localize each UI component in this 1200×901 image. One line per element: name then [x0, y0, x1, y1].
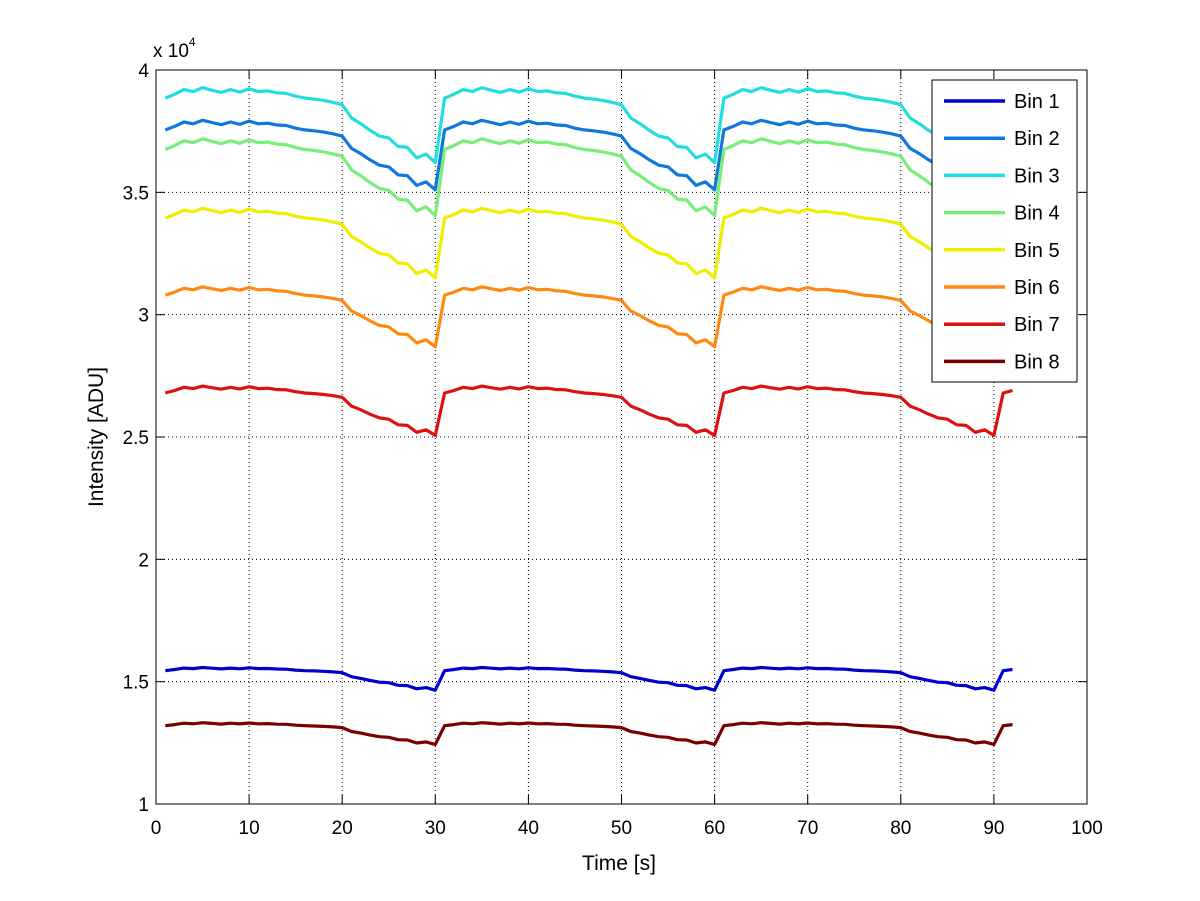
x-axis-label: Time [s]	[582, 852, 656, 875]
y-tick-label: 3	[138, 306, 149, 327]
legend-entry-label: Bin 3	[1014, 165, 1060, 187]
y-tick-label: 3.5	[123, 183, 149, 204]
legend-entry-label: Bin 1	[1014, 91, 1060, 113]
series-line-bin-8	[165, 721, 1013, 747]
legend: Bin 1 Bin 2 Bin 3 Bin 4 Bin 5 Bin 6 Bin 7 Bin 8	[931, 79, 1078, 383]
y-exponent-power: 4	[189, 35, 196, 49]
y-tick-label: 4	[138, 61, 149, 82]
x-tick-label: 40	[518, 818, 539, 839]
x-tick-label: 100	[1071, 818, 1103, 839]
series-line-bin-2	[164, 118, 939, 192]
tick-labels: 0 10 20 30 40 50 60 70 80 90 100 1 1.5 2 2.5 3 3.5 4	[123, 61, 1103, 839]
y-tick-label: 2.5	[123, 428, 149, 449]
x-tick-label: 20	[332, 818, 353, 839]
x-tick-label: 90	[983, 818, 1004, 839]
y-tick-label: 2	[138, 550, 149, 571]
x-tick-label: 50	[611, 818, 632, 839]
x-tick-label: 30	[425, 818, 446, 839]
series-line-bin-3	[164, 86, 939, 165]
x-tick-label: 10	[239, 818, 260, 839]
legend-entry-label: Bin 4	[1014, 203, 1060, 225]
series-line-bin-6	[164, 285, 939, 349]
y-tick-label: 1.5	[123, 673, 149, 694]
x-tick-label: 80	[890, 818, 911, 839]
series-line-bin-4	[164, 137, 939, 218]
series-line-bin-1	[165, 665, 1013, 692]
x-tick-label: 60	[704, 818, 725, 839]
legend-entry-label: Bin 7	[1014, 314, 1060, 336]
legend-box	[931, 79, 1078, 383]
legend-entry-label: Bin 8	[1014, 351, 1060, 373]
y-exponent-base: x 10	[153, 41, 189, 62]
legend-entry-label: Bin 5	[1014, 240, 1060, 262]
y-tick-label: 1	[138, 795, 149, 816]
legend-entry-label: Bin 2	[1014, 128, 1060, 150]
axes-frame	[155, 69, 1088, 805]
series-line-bin-7	[164, 384, 1013, 437]
series-line-bin-5	[164, 206, 939, 280]
x-tick-label: 70	[797, 818, 818, 839]
x-tick-label: 0	[151, 818, 162, 839]
series-lines	[164, 86, 1013, 747]
y-axis-label: Intensity [ADU]	[85, 367, 108, 507]
legend-entry-label: Bin 6	[1014, 277, 1060, 299]
y-exponent-label: x 104	[153, 35, 196, 62]
